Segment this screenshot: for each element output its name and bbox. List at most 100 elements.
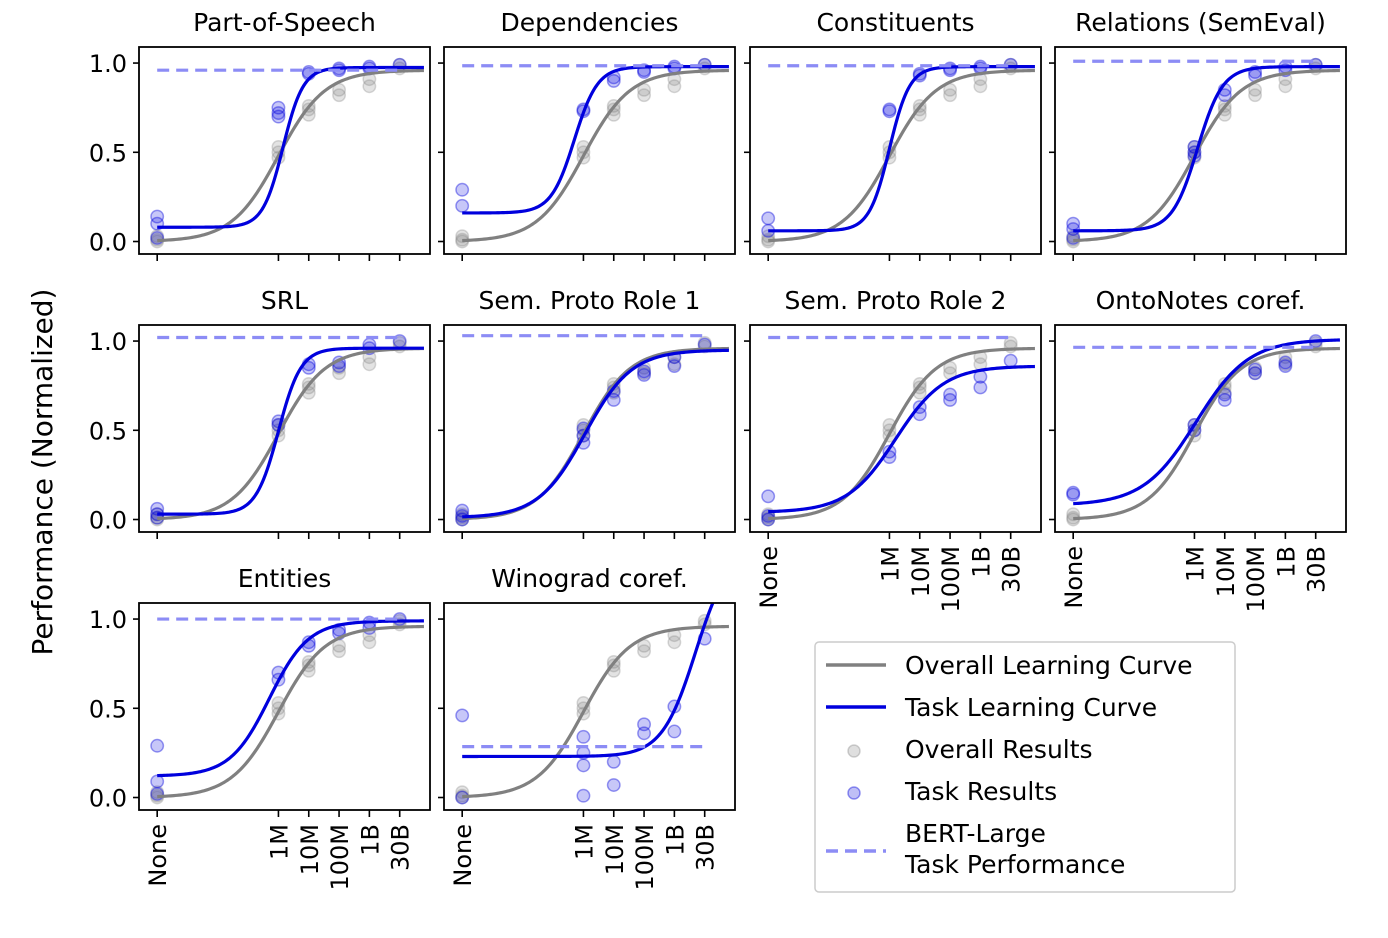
task-learning-curve (1073, 65, 1340, 233)
panel-title: Dependencies (501, 8, 679, 37)
task-result-point (761, 489, 776, 504)
panel-frame (443, 324, 736, 533)
overall-result-point (1248, 88, 1263, 103)
panel-8: Entities 1.0 0.5 0.0 None 1M 10M 100M 1B 30B (89, 564, 431, 891)
task-result-point (301, 635, 316, 650)
x-tick-label: None (144, 824, 172, 887)
task-learning-curve (768, 65, 1035, 233)
plot-area (150, 57, 424, 249)
panel-3: Relations (SemEval) (1049, 8, 1347, 261)
task-result-point (943, 387, 958, 402)
x-tick-label: 100M (631, 824, 659, 891)
panel-title: Relations (SemEval) (1075, 8, 1326, 37)
task-result-point (455, 708, 470, 723)
overall-learning-curve (462, 624, 729, 799)
plot-area (761, 57, 1035, 249)
task-learning-curve (1073, 338, 1340, 506)
task-result-point (637, 717, 652, 732)
panel-9: Winograd coref. None 1M 10M 100M 1B 30B (438, 564, 736, 891)
task-result-point (150, 501, 165, 516)
plot-area (150, 334, 424, 527)
panel-frame (443, 46, 736, 255)
task-result-point (1248, 366, 1263, 381)
task-result-point (1278, 355, 1293, 370)
overall-learning-curve (768, 68, 1035, 243)
overall-result-point (332, 366, 347, 381)
overall-result-point (332, 88, 347, 103)
x-tick-label: 30B (998, 546, 1026, 593)
task-result-point (455, 182, 470, 197)
panel-frame (1054, 46, 1347, 255)
panel-5: Sem. Proto Role 1 (438, 286, 736, 539)
legend-bert-label-line1: BERT-Large (905, 819, 1046, 848)
task-result-point (943, 392, 958, 407)
task-result-point (637, 364, 652, 379)
overall-result-point (362, 357, 377, 372)
panel-title: Part-of-Speech (193, 8, 376, 37)
plot-area (1066, 57, 1340, 249)
panel-title: Sem. Proto Role 1 (479, 286, 701, 315)
overall-learning-curve (1073, 346, 1340, 521)
task-result-point (271, 106, 286, 120)
task-result-point (576, 729, 591, 744)
task-result-point (973, 380, 988, 395)
task-learning-curve (157, 65, 424, 229)
task-result-point (882, 104, 897, 119)
x-tick-label: None (1060, 546, 1088, 609)
x-tick-label: 1B (1272, 546, 1300, 578)
panel-title: Constituents (816, 8, 974, 37)
panel-2: Constituents (744, 8, 1042, 261)
y-tick-label: 0.5 (89, 695, 127, 723)
task-result-point (606, 392, 621, 407)
overall-result-point (637, 644, 652, 659)
x-tick-label: 1M (570, 824, 598, 860)
overall-learning-curve (462, 68, 729, 243)
panel-frame (1054, 324, 1347, 533)
overall-learning-curve (1073, 68, 1340, 243)
panel-title: SRL (261, 286, 308, 315)
task-result-point (1066, 487, 1081, 502)
overall-result-point (667, 635, 682, 650)
task-result-point (606, 754, 621, 769)
overall-learning-curve (768, 346, 1035, 521)
x-tick-label: 10M (601, 824, 629, 875)
x-tick-label: 1M (265, 824, 293, 860)
task-learning-curve (462, 603, 715, 759)
task-result-point (667, 724, 682, 739)
x-tick-label: 10M (907, 546, 935, 597)
panel-6: Sem. Proto Role 2 None 1M 10M 100M 1B 30B (744, 286, 1042, 613)
task-result-point (667, 359, 682, 373)
overall-result-point (667, 357, 682, 372)
plot-area (455, 334, 729, 527)
task-learning-curve (768, 364, 1035, 514)
legend-task-results-label: Task Results (904, 777, 1057, 806)
y-tick-label: 0.5 (89, 139, 127, 167)
overall-learning-curve (462, 346, 729, 521)
overall-result-point (973, 79, 988, 94)
overall-learning-curve (157, 346, 424, 521)
panel-frame (138, 46, 431, 255)
x-tick-label: 1M (1181, 546, 1209, 582)
panel-frame (443, 602, 736, 811)
task-learning-curve (462, 348, 729, 519)
legend-task-results-marker (847, 786, 861, 800)
task-result-point (1066, 230, 1081, 245)
y-tick-label: 1.0 (89, 328, 127, 356)
task-result-point (271, 109, 286, 124)
task-result-point (150, 774, 165, 789)
overall-result-point (667, 79, 682, 94)
x-tick-label: 10M (1212, 546, 1240, 597)
overall-result-point (637, 366, 652, 381)
x-tick-label: 1B (661, 824, 689, 856)
plot-area (761, 335, 1035, 527)
panel-title: Entities (238, 564, 332, 593)
overall-result-point (1278, 79, 1293, 94)
task-learning-curve (157, 346, 424, 516)
x-tick-label: 1B (356, 824, 384, 856)
plot-area (455, 603, 729, 805)
x-tick-label: 1B (967, 546, 995, 578)
x-tick-label: None (449, 824, 477, 887)
overall-learning-curve (157, 624, 424, 799)
task-result-point (150, 230, 165, 245)
